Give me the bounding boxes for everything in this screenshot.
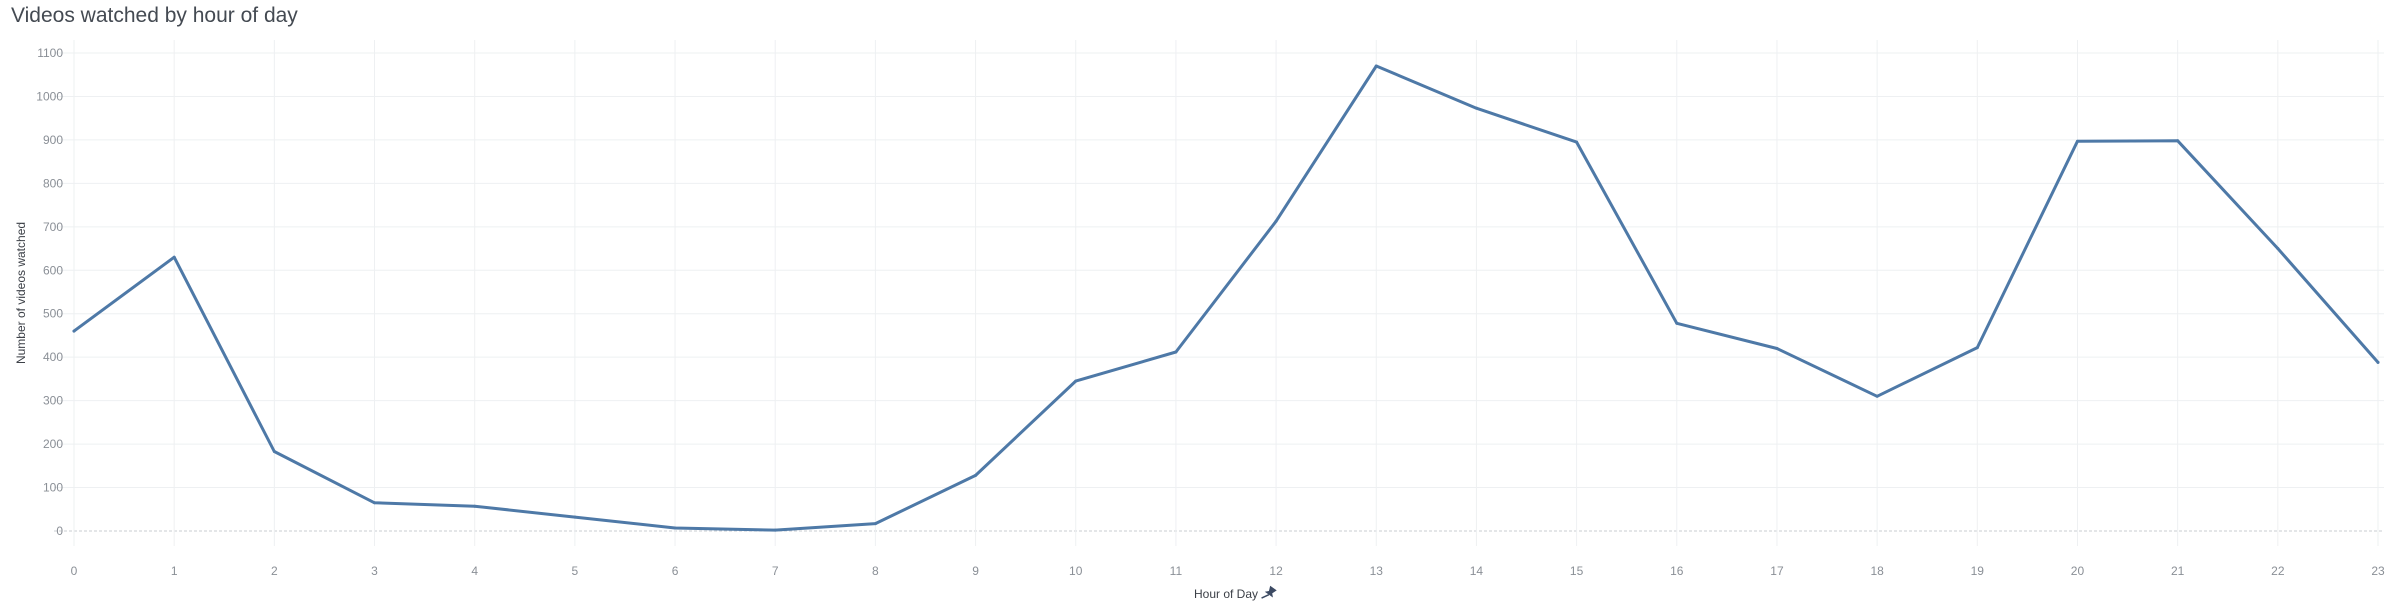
x-tick-label: 10 (1069, 564, 1083, 578)
x-tick-label: 18 (1870, 564, 1884, 578)
y-tick-label: 300 (43, 394, 63, 408)
x-tick-label: 8 (872, 564, 879, 578)
data-point (673, 526, 677, 530)
x-tick-label: 20 (2071, 564, 2085, 578)
pin-needle (1261, 593, 1270, 599)
x-axis-ticks: 0 1 2 3 4 5 6 7 8 9 10 11 12 13 14 15 16 17 18 19 20 21 22 23 (71, 564, 2385, 578)
pin-icon[interactable] (1261, 585, 1278, 600)
x-tick-label: 17 (1770, 564, 1784, 578)
data-point (1174, 350, 1178, 354)
chart-title: Videos watched by hour of day (11, 4, 298, 27)
data-point (1675, 321, 1679, 325)
x-tick-label: 23 (2371, 564, 2385, 578)
data-point (573, 515, 577, 519)
y-tick-label: 1000 (36, 89, 63, 103)
x-tick-label: 21 (2171, 564, 2185, 578)
y-tick-label: 700 (43, 220, 63, 234)
gridlines (54, 40, 2384, 546)
data-point (1474, 106, 1478, 110)
y-tick-label: 1100 (37, 46, 63, 60)
data-point (773, 528, 777, 532)
data-point (1975, 346, 1979, 350)
data-point (272, 449, 276, 453)
y-tick-label: 100 (43, 481, 63, 495)
y-tick-label: 500 (43, 307, 63, 321)
x-tick-label: 1 (171, 564, 178, 578)
x-tick-label: 2 (271, 564, 278, 578)
data-point (2075, 139, 2079, 143)
x-tick-label: 3 (371, 564, 378, 578)
x-tick-label: 0 (71, 564, 78, 578)
y-tick-label: 400 (43, 350, 63, 364)
x-tick-label: 16 (1670, 564, 1684, 578)
y-tick-label: 600 (43, 263, 63, 277)
x-tick-label: 22 (2271, 564, 2285, 578)
x-tick-label: 5 (572, 564, 579, 578)
x-tick-label: 4 (471, 564, 478, 578)
y-axis-title: Number of videos watched (14, 222, 28, 364)
data-points (72, 64, 2380, 532)
data-point (1074, 379, 1078, 383)
x-axis-title: Hour of Day (1194, 587, 1258, 601)
y-tick-label: 0 (56, 524, 63, 538)
x-tick-label: 14 (1470, 564, 1484, 578)
data-point (1274, 219, 1278, 223)
data-point (473, 504, 477, 508)
series-line (72, 64, 2380, 532)
x-tick-label: 6 (672, 564, 679, 578)
data-point (2376, 360, 2380, 364)
x-tick-label: 11 (1170, 564, 1183, 578)
data-point (1374, 64, 1378, 68)
data-point (1875, 394, 1879, 398)
data-point (2176, 139, 2180, 143)
x-tick-label: 13 (1370, 564, 1384, 578)
y-tick-label: 200 (43, 437, 63, 451)
y-tick-label: 900 (43, 133, 63, 147)
data-point (1775, 346, 1779, 350)
data-point (1575, 140, 1579, 144)
x-tick-label: 19 (1971, 564, 1985, 578)
x-tick-label: 7 (772, 564, 779, 578)
data-point (72, 329, 76, 333)
data-point (974, 473, 978, 477)
y-tick-label: 800 (43, 176, 63, 190)
x-tick-label: 15 (1570, 564, 1584, 578)
x-tick-label: 9 (972, 564, 979, 578)
x-tick-label: 12 (1269, 564, 1283, 578)
pin-head (1264, 585, 1277, 598)
data-point (873, 522, 877, 526)
data-point (2276, 247, 2280, 251)
data-point (172, 255, 176, 259)
y-axis-ticks: 0 100 200 300 400 500 600 700 800 900 1000 1100 (36, 46, 63, 538)
data-point (373, 501, 377, 505)
